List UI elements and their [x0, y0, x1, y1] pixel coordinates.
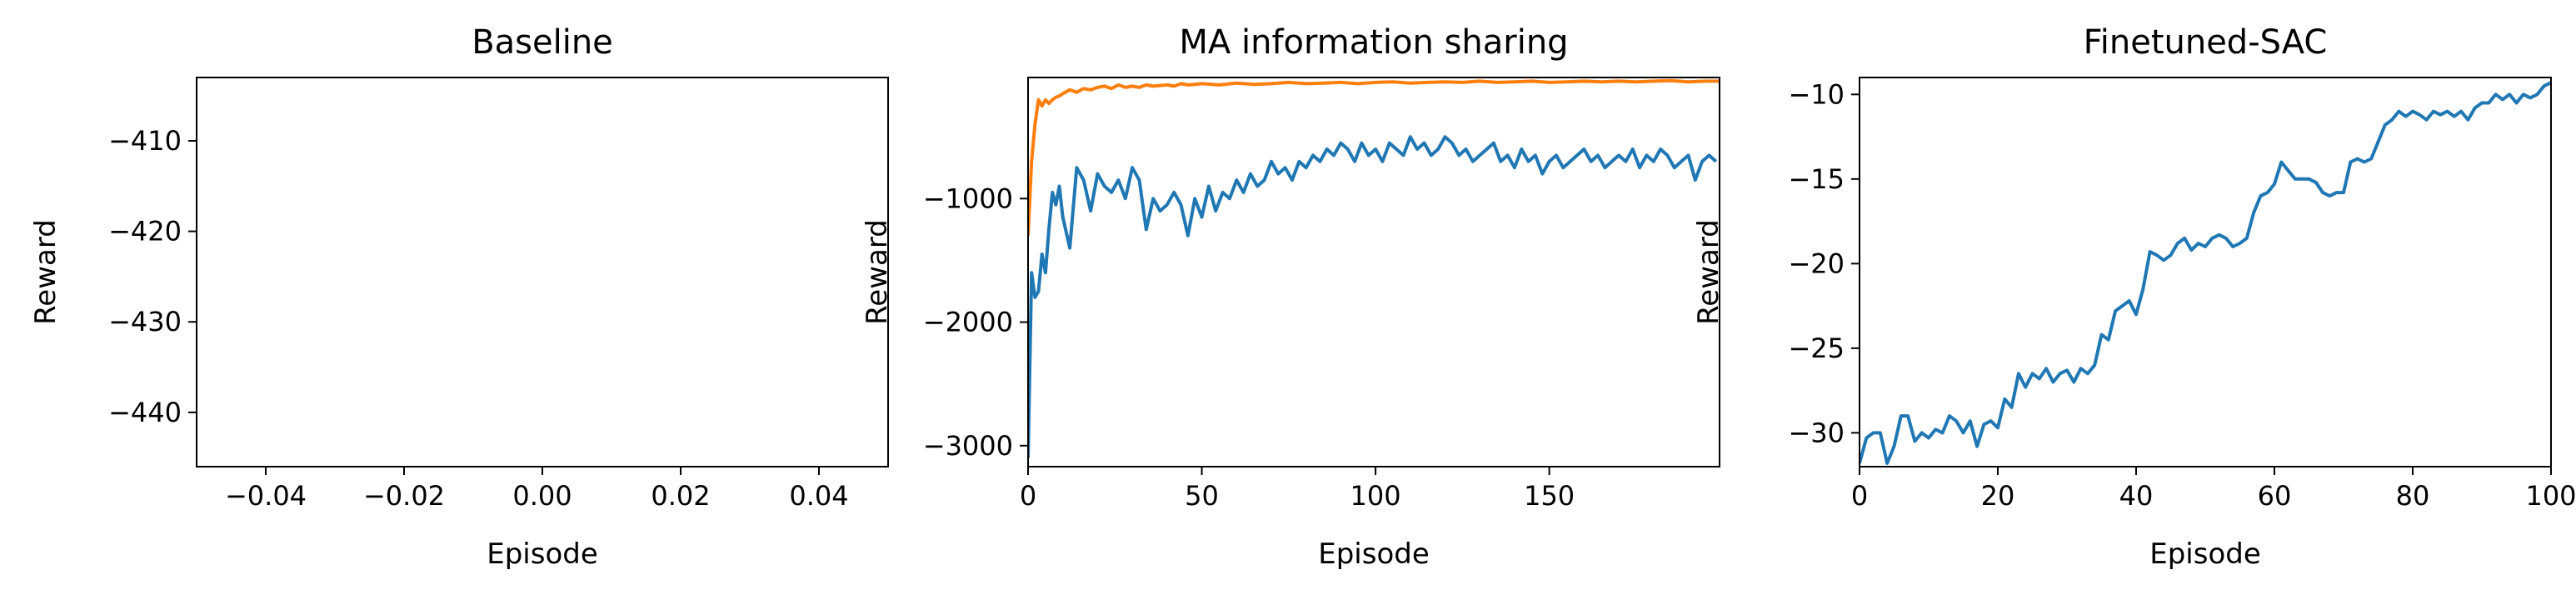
x-tick-label: 0.00	[512, 480, 572, 512]
axes-frame	[1027, 77, 1720, 468]
y-tick-label: −15	[1788, 163, 1845, 195]
x-axis-label: Episode	[2149, 538, 2261, 571]
x-tick-label: 150	[1524, 480, 1575, 512]
chart-panels: −0.04 −0.02 0.00 0.02 0.04 −440 −430 −420 −410 Ba…	[29, 23, 2576, 571]
x-tick-label: 0	[1020, 480, 1036, 512]
series-line-2	[1028, 78, 1720, 236]
y-axis-label: Reward	[29, 219, 62, 325]
chart-title: MA information sharing	[1179, 23, 1568, 62]
x-tick-label: −0.04	[225, 480, 307, 512]
y-tick-label: −20	[1788, 248, 1845, 279]
y-tick-label: −25	[1788, 332, 1845, 364]
x-tick-label: 40	[2119, 480, 2154, 512]
y-tick-label: −430	[108, 306, 182, 338]
y-tick-label: −3000	[923, 430, 1013, 462]
x-tick-label: 80	[2396, 480, 2430, 512]
x-axis-label: Episode	[1318, 538, 1430, 571]
x-tick-label: 0.02	[651, 480, 710, 512]
y-tick-label: −410	[108, 125, 182, 157]
y-tick-label: −10	[1788, 78, 1845, 110]
x-tick-label: 60	[2258, 480, 2292, 512]
chart-panel-3: 0 20 40 60 80 100 −30 −25 −20 −15 −10 Finetuned-SAC…	[1692, 23, 2576, 571]
y-tick-label: −2000	[923, 307, 1013, 338]
y-axis-label: Reward	[861, 219, 894, 325]
y-tick-label: −420	[108, 216, 182, 248]
chart-panel-1: −0.04 −0.02 0.00 0.02 0.04 −440 −430 −420 −410 Ba…	[29, 23, 889, 571]
x-tick-label: 50	[1185, 480, 1219, 512]
y-axis-label: Reward	[1692, 219, 1725, 325]
y-tick-label: −440	[108, 397, 182, 428]
x-tick-label: 100	[1350, 480, 1401, 512]
x-tick-label: 0.04	[789, 480, 848, 512]
series-line-1	[1028, 135, 1718, 458]
x-tick-label: 100	[2525, 480, 2576, 512]
y-tick-label: −30	[1788, 417, 1845, 448]
x-tick-label: 20	[1981, 480, 2015, 512]
x-tick-label: −0.02	[363, 480, 445, 512]
chart-panel-2: 0 50 100 150 −3000 −2000 −1000 MA information s…	[861, 23, 1720, 571]
chart-title: Baseline	[472, 23, 613, 62]
series-line-1	[1860, 81, 2551, 465]
x-tick-label: 0	[1851, 480, 1868, 512]
axes-frame	[1859, 77, 2552, 468]
x-axis-label: Episode	[487, 538, 598, 571]
y-tick-label: −1000	[923, 182, 1013, 214]
chart-title: Finetuned-SAC	[2084, 23, 2328, 62]
